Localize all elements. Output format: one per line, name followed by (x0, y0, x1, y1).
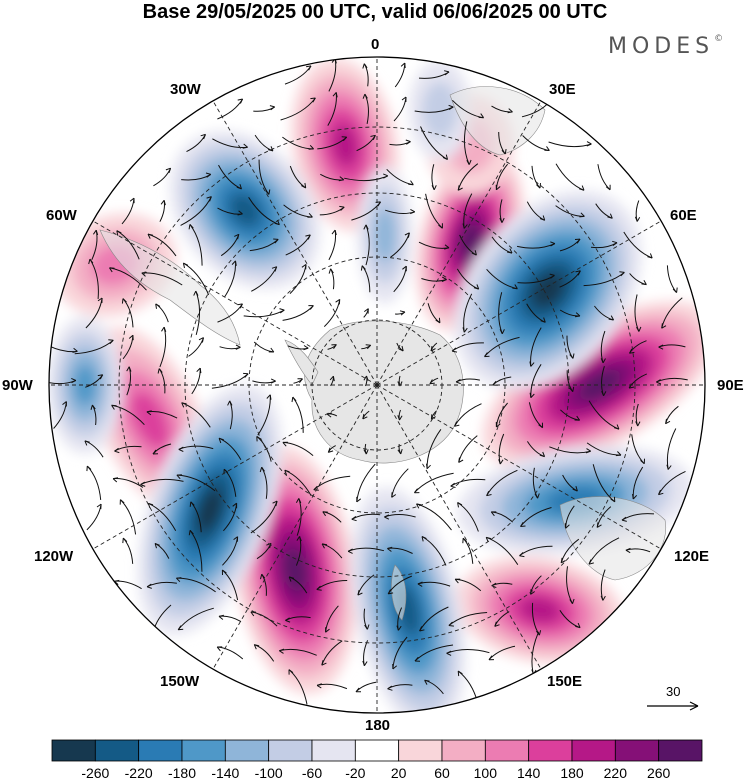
anomaly-field (49, 57, 705, 713)
lon-label-120w: 120W (34, 548, 74, 565)
anomaly-low-140w (137, 384, 283, 636)
colorbar-swatch (94, 739, 140, 762)
brand-name: MODES (608, 34, 715, 59)
colorbar-swatch (51, 739, 96, 762)
colorbar-tick-label: 180 (560, 765, 584, 781)
colorbar-tick-label: 140 (516, 765, 541, 781)
colorbar-tick-label: -260 (81, 765, 110, 781)
colorbar-swatch (138, 739, 183, 762)
anomaly-low-165e (350, 487, 466, 713)
colorbar-swatch (268, 739, 313, 762)
anomaly-low-50e (454, 190, 642, 390)
colorbar-swatch (528, 739, 573, 762)
colorbar-swatch (398, 739, 443, 762)
colorbar-swatch (658, 739, 703, 762)
wind-vectors (49, 58, 688, 705)
lon-label-150w: 150W (160, 673, 200, 690)
vector-scale-label: 30 (666, 684, 681, 699)
modes-logo: MODES© (608, 34, 723, 59)
lon-label-150e: 150E (547, 673, 583, 690)
colorbar-swatch (224, 739, 270, 762)
map-title: Base 29/05/2025 00 UTC, valid 06/06/2025… (142, 1, 608, 23)
colorbar-swatch (441, 739, 486, 762)
map-boundary (48, 56, 706, 714)
colorbar-swatch (311, 739, 356, 762)
colorbar-tick-label: -20 (345, 765, 366, 781)
colorbar-swatch (484, 739, 530, 762)
colorbar-tick-label: -100 (254, 765, 283, 781)
colorbar (51, 739, 703, 762)
brand-mark: © (714, 34, 724, 44)
colorbar-tick-label: -180 (167, 765, 197, 781)
colorbar-tick-label: 60 (434, 765, 450, 781)
new-zealand (391, 564, 407, 621)
colorbar-tick-label: -60 (301, 765, 323, 781)
colorbar-tick-label: -140 (211, 765, 240, 781)
lon-label-60e: 60E (670, 207, 697, 224)
lon-label-0: 0 (371, 36, 380, 53)
colorbar-tick-label: 100 (473, 765, 498, 781)
lon-label-180: 180 (365, 717, 391, 734)
anomaly-low-40w (169, 131, 321, 289)
vector-scale-arrow (647, 701, 699, 711)
lon-label-90w: 90W (2, 377, 33, 394)
lon-label-60w: 60W (46, 207, 77, 224)
anomaly-low-10e (357, 166, 413, 304)
south-africa (449, 86, 546, 156)
lon-label-90e: 90E (717, 377, 744, 394)
lon-label-30e: 30E (549, 81, 576, 98)
colorbar-swatch (614, 739, 660, 762)
colorbar-swatch (571, 739, 616, 762)
anomaly-low-90w (49, 316, 123, 454)
antarctic-peninsula (284, 339, 319, 386)
land-masses (99, 86, 667, 621)
antarctica (304, 320, 464, 464)
graticule (49, 57, 705, 713)
colorbar-swatch (354, 739, 400, 762)
lon-label-30w: 30W (170, 81, 201, 98)
colorbar-tick-label: 220 (603, 765, 628, 781)
colorbar-tick-label: 20 (390, 765, 407, 781)
lon-label-120e: 120E (674, 548, 710, 565)
colorbar-swatch (181, 739, 226, 762)
australia (559, 496, 667, 581)
colorbar-tick-label: 260 (646, 765, 671, 781)
colorbar-tick-label: -220 (124, 765, 153, 781)
anomaly-high-150e (455, 556, 625, 664)
south-america (99, 229, 241, 346)
